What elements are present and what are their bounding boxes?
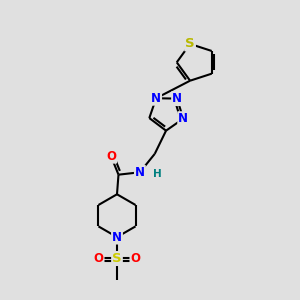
Text: O: O bbox=[106, 150, 116, 163]
Text: S: S bbox=[112, 252, 122, 265]
Text: O: O bbox=[94, 252, 103, 265]
Text: N: N bbox=[135, 166, 145, 179]
Text: H: H bbox=[153, 169, 161, 179]
Text: S: S bbox=[185, 38, 195, 50]
Text: N: N bbox=[151, 92, 161, 105]
Text: N: N bbox=[172, 92, 182, 105]
Text: O: O bbox=[130, 252, 140, 265]
Text: N: N bbox=[178, 112, 188, 125]
Text: N: N bbox=[112, 231, 122, 244]
